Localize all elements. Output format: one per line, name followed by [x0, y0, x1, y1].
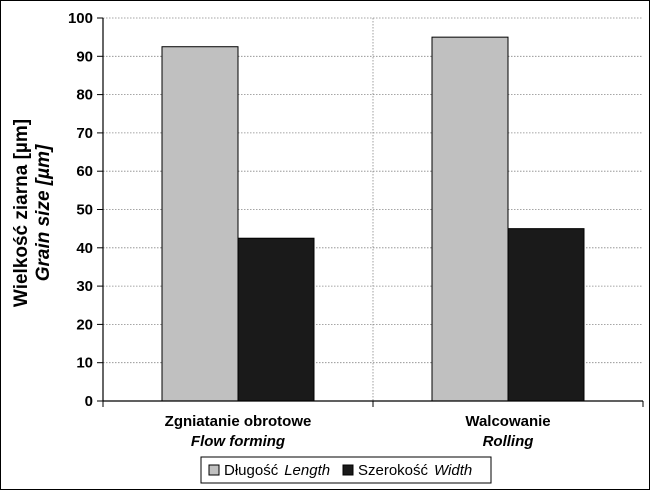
- legend-swatch-length: [208, 464, 220, 476]
- y-tick-label: 0: [85, 393, 93, 410]
- y-tick-label: 70: [76, 125, 93, 142]
- y-tick-label: 10: [76, 355, 93, 372]
- legend-label-pl: Długość: [224, 462, 279, 479]
- y-axis-label-line2: Grain size [µm]: [33, 144, 54, 281]
- legend: Długość Length Szerokość Width: [200, 456, 492, 484]
- y-tick-label: 60: [76, 163, 93, 180]
- legend-label-en: Length: [284, 462, 330, 479]
- y-tick-label: 40: [76, 240, 93, 257]
- y-tick-label: 80: [76, 87, 93, 104]
- bars: [161, 36, 585, 402]
- y-tick-label: 30: [76, 278, 93, 295]
- category-label-line1: Walcowanie: [465, 413, 550, 430]
- y-tick-label: 100: [68, 10, 93, 27]
- y-tick-labels: 0 10 20 30 40 50 60 70 80 90 100: [68, 10, 93, 410]
- y-tick-label: 20: [76, 316, 93, 333]
- category-label-line2: Rolling: [483, 433, 534, 450]
- category-labels: Zgniatanie obrotowe Flow forming Walcowani…: [165, 413, 551, 450]
- legend-label-width: Szerokość Width: [358, 462, 472, 479]
- y-tick-label: 50: [76, 202, 93, 219]
- y-axis-label-line1: Wielkość ziarna [µm]: [11, 119, 32, 307]
- y-tick-label: 90: [76, 48, 93, 65]
- bar-length-0: [161, 46, 239, 402]
- legend-label-pl: Szerokość: [358, 462, 429, 479]
- axes: [97, 17, 644, 407]
- y-axis-label: Wielkość ziarna [µm] Grain size [µm]: [11, 119, 54, 307]
- legend-swatch-width: [342, 464, 354, 476]
- legend-label-en: Width: [434, 462, 472, 479]
- legend-label-length: Długość Length: [224, 462, 330, 479]
- category-label-line1: Zgniatanie obrotowe: [165, 413, 312, 430]
- bar-width-1: [507, 228, 585, 402]
- category-label-line2: Flow forming: [191, 433, 285, 450]
- bar-width-0: [237, 237, 315, 402]
- bar-length-1: [431, 36, 509, 402]
